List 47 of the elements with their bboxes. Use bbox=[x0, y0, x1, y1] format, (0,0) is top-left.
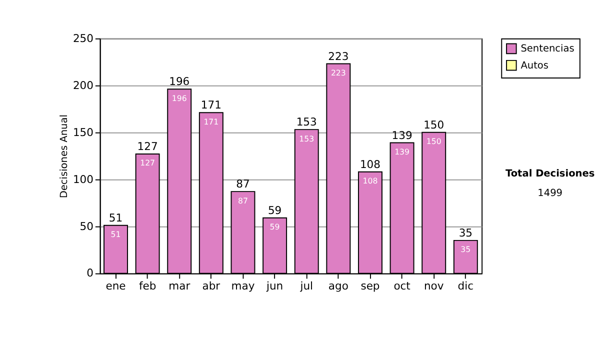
data-label: 108 bbox=[362, 176, 378, 186]
legend-label: Autos bbox=[520, 60, 548, 72]
y-tick-label: 100 bbox=[72, 172, 94, 186]
data-label: 223 bbox=[330, 68, 346, 78]
data-label: 150 bbox=[426, 137, 442, 146]
total-label: 223 bbox=[328, 50, 349, 63]
data-label: 59 bbox=[270, 222, 280, 232]
total-label: 171 bbox=[200, 98, 222, 112]
y-tick-label: 50 bbox=[80, 220, 94, 233]
x-tick-label: jun bbox=[265, 279, 284, 292]
total-label: 196 bbox=[169, 75, 190, 88]
legend-label: Sentencias bbox=[520, 44, 574, 55]
data-label: 139 bbox=[394, 147, 410, 156]
total-label: 153 bbox=[296, 116, 317, 129]
y-tick-label: 200 bbox=[72, 78, 94, 92]
y-tick-label: 0 bbox=[86, 266, 94, 280]
x-tick-label: nov bbox=[424, 279, 444, 292]
total-label: 127 bbox=[137, 140, 158, 154]
data-label: 171 bbox=[204, 117, 219, 126]
text: 1499 bbox=[538, 188, 563, 199]
data-label: 35 bbox=[460, 245, 471, 254]
total-label: 108 bbox=[360, 158, 381, 171]
y-axis-title: Decisiones Anual bbox=[59, 114, 70, 198]
x-tick-label: oct bbox=[394, 279, 410, 292]
x-tick-label: jul bbox=[299, 279, 314, 292]
data-label: 127 bbox=[140, 158, 156, 168]
y-tick-label: 150 bbox=[72, 126, 94, 139]
text: Total Decisiones bbox=[505, 168, 595, 180]
total-label: 35 bbox=[458, 226, 473, 240]
total-label: 139 bbox=[392, 128, 412, 142]
x-tick-label: sep bbox=[360, 279, 380, 292]
total-label: 87 bbox=[236, 178, 250, 191]
x-tick-label: ago bbox=[328, 279, 348, 292]
x-tick-label: ene bbox=[106, 279, 126, 292]
total-label: 51 bbox=[108, 211, 123, 224]
data-label: 153 bbox=[299, 134, 314, 144]
data-label: 51 bbox=[110, 230, 121, 240]
x-tick-label: dic bbox=[458, 279, 474, 292]
data-label: 87 bbox=[238, 196, 248, 206]
y-tick-label: 250 bbox=[72, 32, 94, 45]
data-label: 196 bbox=[172, 94, 187, 103]
x-tick-label: may bbox=[231, 279, 256, 292]
x-tick-label: mar bbox=[168, 279, 191, 292]
x-tick-label: abr bbox=[202, 279, 221, 292]
total-label: 59 bbox=[268, 204, 282, 217]
total-label: 150 bbox=[424, 118, 444, 132]
x-tick-label: feb bbox=[138, 279, 156, 292]
